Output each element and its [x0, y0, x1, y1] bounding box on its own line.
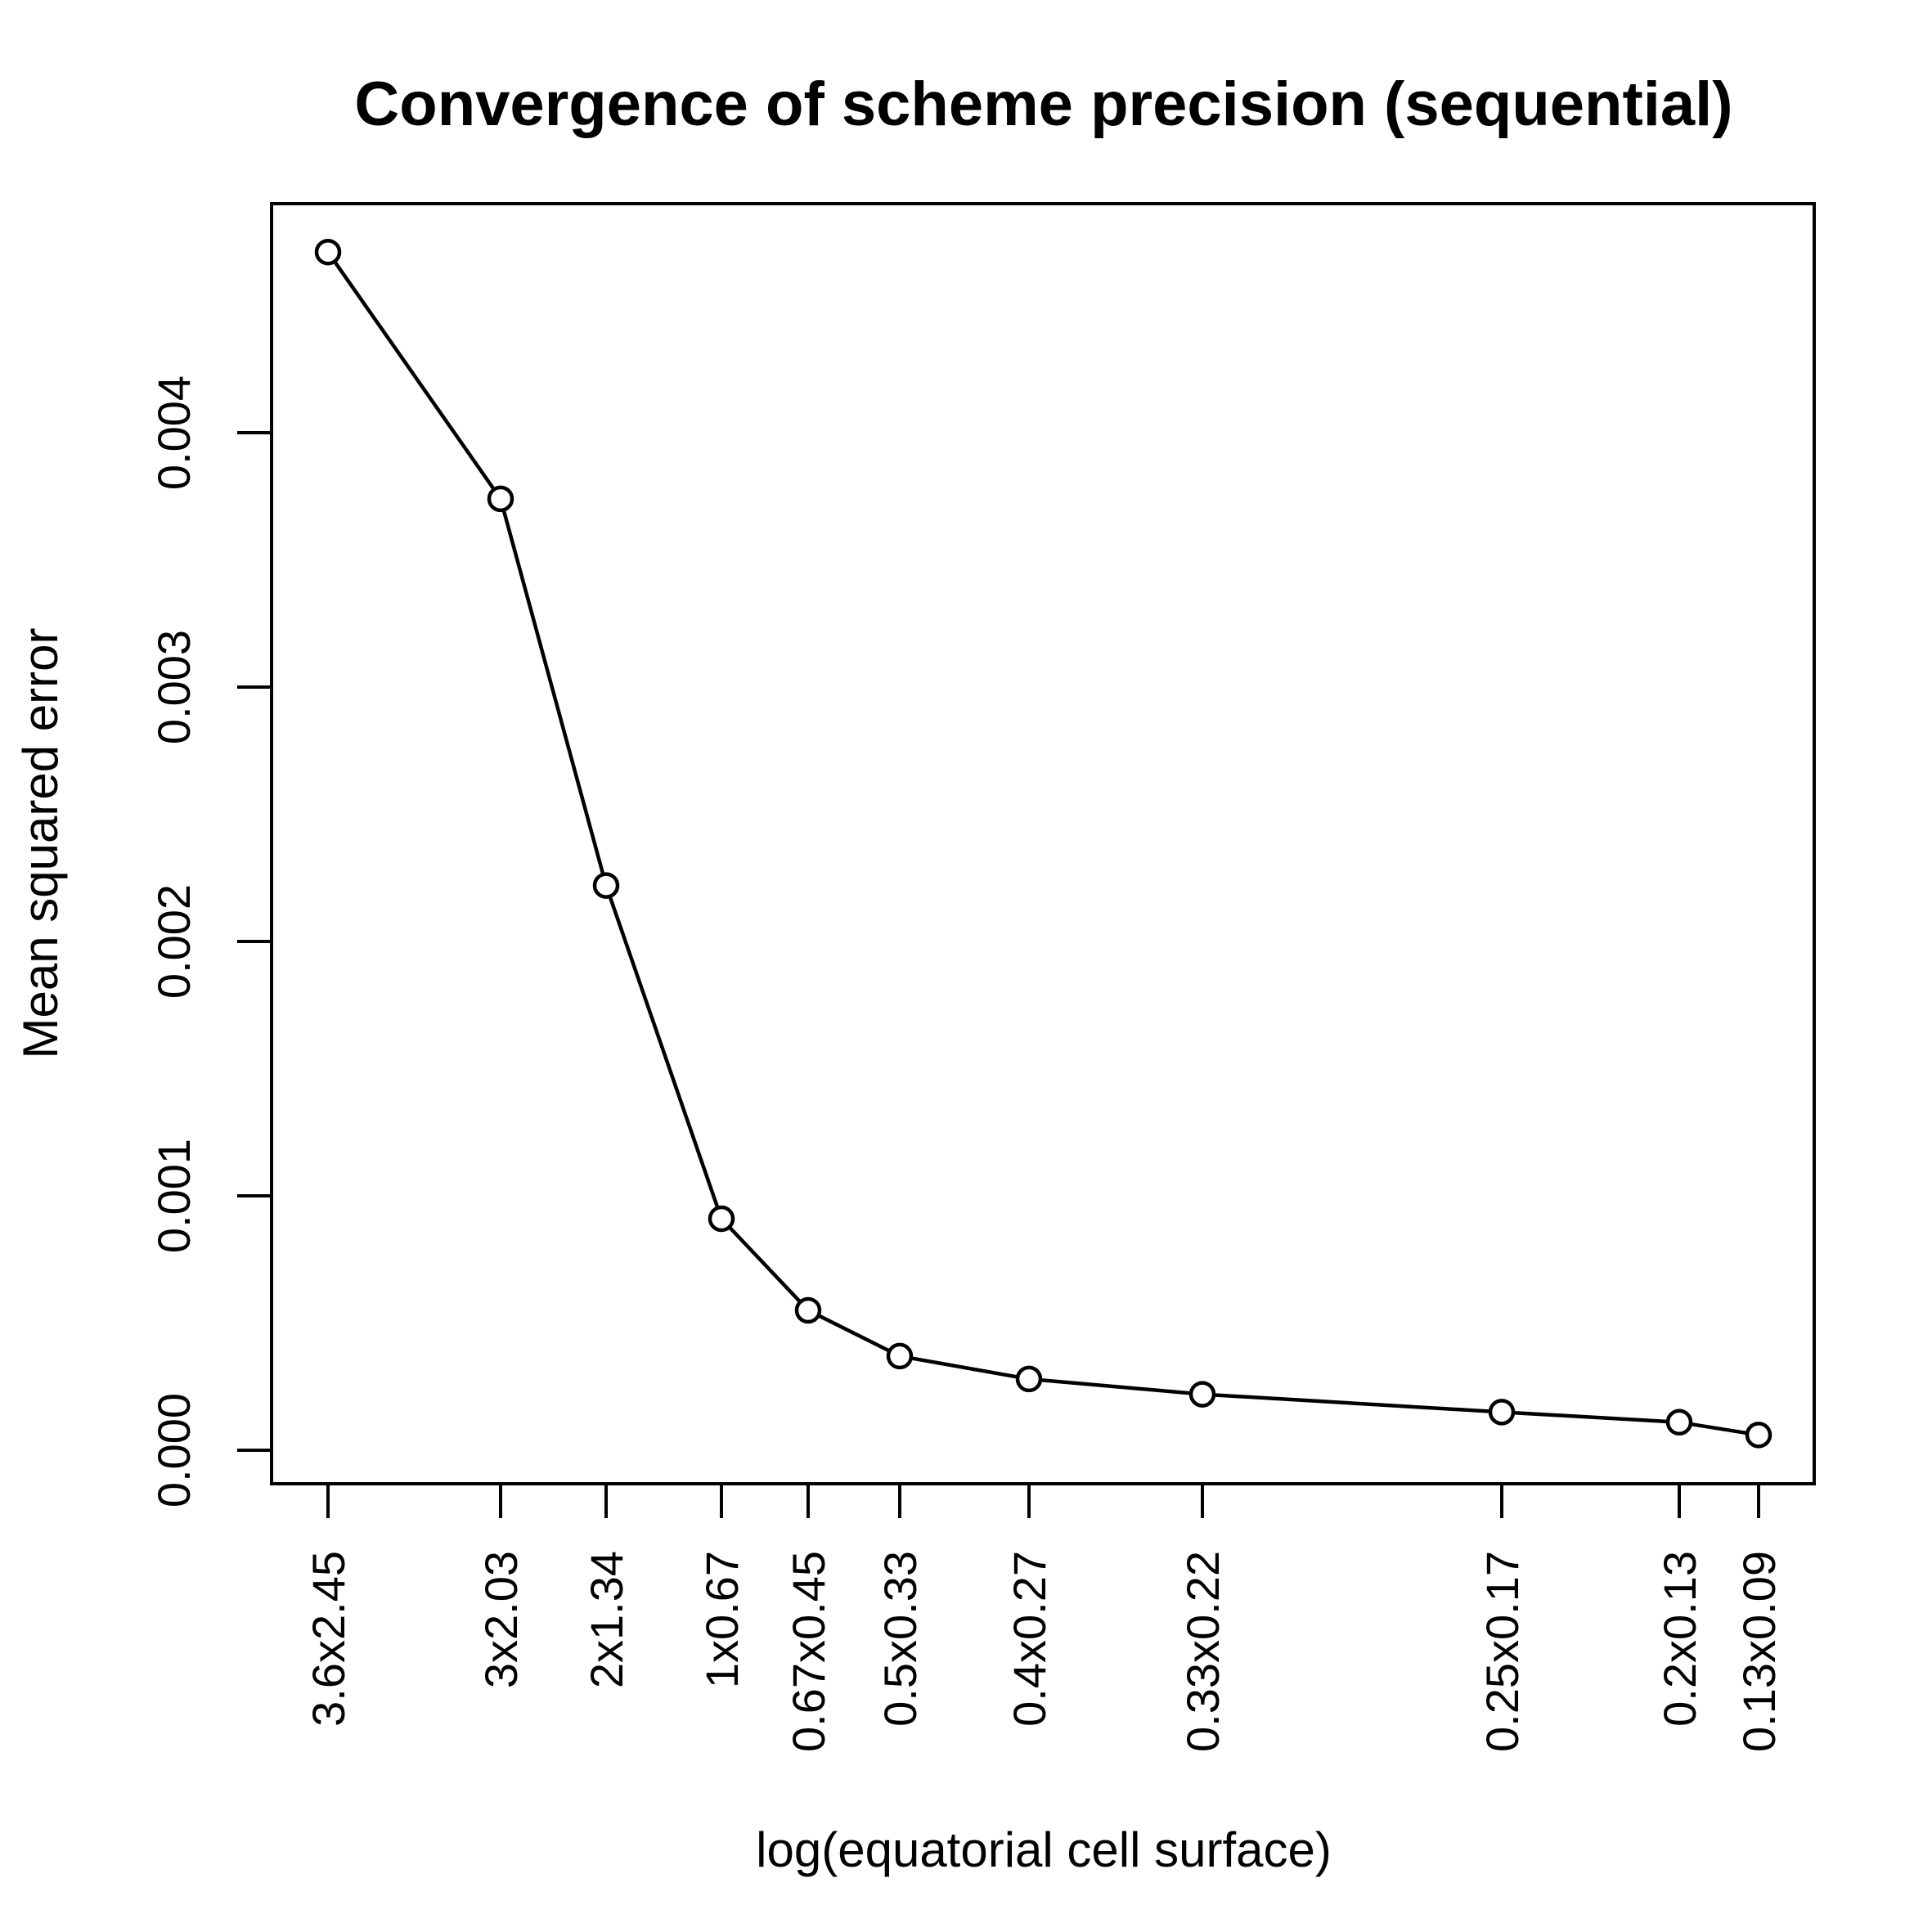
plot-frame: [270, 202, 1816, 1485]
chart-title: Convergence of scheme precision (sequent…: [354, 70, 1732, 139]
x-tick-label: 1x0.67: [696, 1551, 748, 1688]
x-tick-label: 0.13x0.09: [1733, 1551, 1785, 1752]
x-tick-label: 0.2x0.13: [1654, 1551, 1705, 1727]
data-point: [1745, 1422, 1772, 1449]
y-axis-label: Mean squared error: [13, 628, 68, 1059]
series-line: [326, 250, 1759, 1437]
x-tick-label: 0.5x0.33: [874, 1551, 926, 1727]
series-group: [314, 238, 1772, 1449]
data-point: [1015, 1365, 1043, 1393]
x-axis-label: log(equatorial cell surface): [756, 1822, 1332, 1877]
data-point: [1488, 1399, 1516, 1426]
x-tick-label: 0.67x0.45: [783, 1551, 834, 1752]
y-tick-label: 0.002: [148, 884, 200, 999]
y-tick-label: 0.000: [148, 1393, 200, 1507]
y-tick-label: 0.004: [148, 375, 200, 490]
data-point: [708, 1205, 735, 1233]
data-point: [592, 872, 620, 899]
data-point: [886, 1342, 914, 1370]
y-tick-label: 0.001: [148, 1139, 200, 1253]
data-point: [487, 485, 514, 513]
data-point: [794, 1296, 822, 1324]
x-axis: 3.6x2.45 3x2.03 2x1.34 1x0.67 0.67x0.45 0.5x0…: [303, 1482, 1785, 1752]
y-axis: 0.000 0.001 0.002 0.003 0.004: [148, 375, 273, 1507]
data-point: [1665, 1409, 1693, 1436]
x-tick-label: 0.33x0.22: [1177, 1551, 1229, 1752]
x-tick-label: 0.25x0.17: [1476, 1551, 1528, 1752]
x-tick-label: 0.4x0.27: [1004, 1551, 1055, 1727]
data-point: [1188, 1381, 1216, 1408]
x-tick-label: 2x1.34: [581, 1551, 632, 1688]
data-point: [314, 238, 342, 266]
y-tick-label: 0.003: [148, 630, 200, 744]
x-tick-label: 3x2.03: [475, 1551, 527, 1688]
x-tick-label: 3.6x2.45: [303, 1551, 354, 1727]
